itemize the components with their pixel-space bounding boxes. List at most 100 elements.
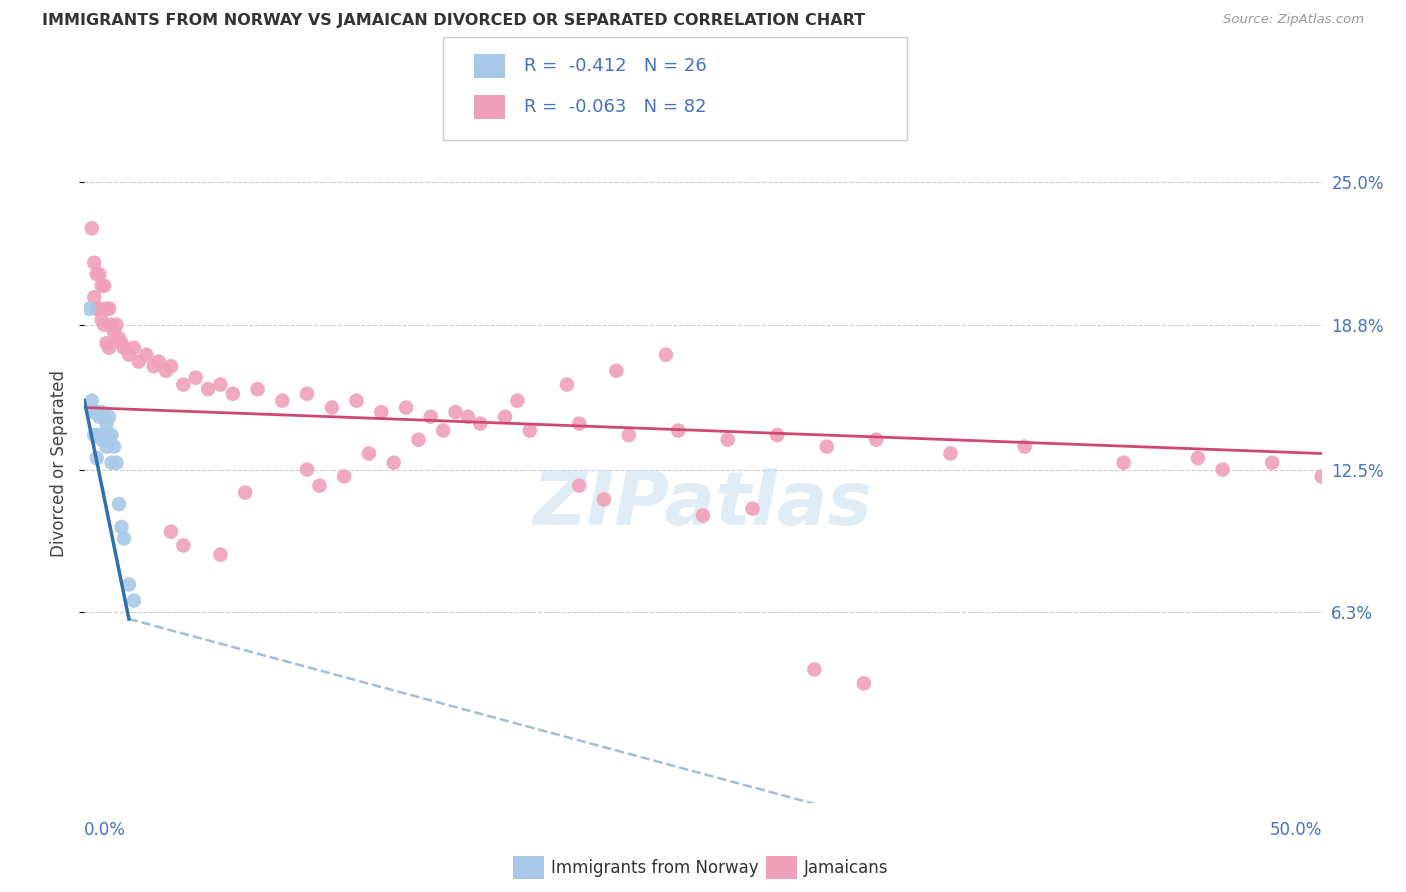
Point [593, 492, 616, 507]
Point [108, 332, 131, 346]
Point [98, 341, 121, 355]
Point [741, 501, 763, 516]
Point [370, 405, 392, 419]
Point [110, 520, 132, 534]
Point [1014, 440, 1036, 454]
Point [128, 354, 150, 368]
Point [135, 348, 157, 362]
Point [506, 393, 529, 408]
Point [444, 405, 467, 419]
Y-axis label: Divorced or Separated: Divorced or Separated [51, 370, 69, 558]
Point [717, 433, 740, 447]
Point [98, 301, 121, 316]
Point [98, 409, 121, 424]
Point [408, 433, 430, 447]
Point [148, 354, 170, 368]
Point [83, 405, 105, 419]
Point [142, 359, 165, 374]
Point [83, 290, 105, 304]
Point [160, 524, 183, 539]
Point [89, 267, 111, 281]
Point [605, 364, 627, 378]
Point [197, 382, 219, 396]
Point [160, 359, 183, 374]
Point [93, 278, 115, 293]
Point [100, 428, 122, 442]
Point [89, 301, 111, 316]
Point [803, 663, 825, 677]
Text: Jamaicans: Jamaicans [804, 859, 889, 877]
Point [110, 336, 132, 351]
Point [321, 401, 343, 415]
Text: IMMIGRANTS FROM NORWAY VS JAMAICAN DIVORCED OR SEPARATED CORRELATION CHART: IMMIGRANTS FROM NORWAY VS JAMAICAN DIVOR… [42, 13, 865, 29]
Point [122, 341, 145, 355]
Point [112, 341, 135, 355]
Point [90, 278, 112, 293]
Point [89, 409, 111, 424]
Text: Immigrants from Norway: Immigrants from Norway [551, 859, 759, 877]
Point [457, 409, 479, 424]
Point [655, 348, 678, 362]
Point [93, 318, 115, 332]
Point [419, 409, 441, 424]
Point [93, 428, 115, 442]
Point [295, 462, 318, 476]
Point [692, 508, 714, 523]
Point [93, 409, 115, 424]
Point [295, 386, 318, 401]
Point [86, 405, 108, 419]
Point [519, 424, 541, 438]
Text: Source: ZipAtlas.com: Source: ZipAtlas.com [1223, 13, 1364, 27]
Point [118, 348, 141, 362]
Point [86, 301, 108, 316]
Point [233, 485, 256, 500]
Point [222, 386, 245, 401]
Point [617, 428, 640, 442]
Point [86, 267, 108, 281]
Point [108, 497, 131, 511]
Point [90, 433, 112, 447]
Point [865, 433, 887, 447]
Point [86, 428, 108, 442]
Point [172, 377, 194, 392]
Point [98, 433, 121, 447]
Point [83, 428, 105, 442]
Point [172, 538, 194, 552]
Point [470, 417, 492, 431]
Point [346, 393, 368, 408]
Point [80, 393, 103, 408]
Text: 0.0%: 0.0% [84, 822, 127, 839]
Point [103, 325, 125, 339]
Point [815, 440, 838, 454]
Point [96, 440, 118, 454]
Point [90, 313, 112, 327]
Point [83, 256, 105, 270]
Point [100, 318, 122, 332]
Point [1261, 456, 1284, 470]
Point [939, 446, 962, 460]
Text: R =  -0.063   N = 82: R = -0.063 N = 82 [524, 98, 707, 116]
Point [357, 446, 380, 460]
Point [79, 301, 101, 316]
Point [103, 440, 125, 454]
Point [333, 469, 356, 483]
Point [666, 424, 689, 438]
Point [155, 364, 177, 378]
Point [184, 370, 207, 384]
Point [100, 456, 122, 470]
Text: ZIPatlas: ZIPatlas [533, 468, 873, 541]
Point [494, 409, 516, 424]
Point [209, 377, 232, 392]
Point [1310, 469, 1333, 483]
Point [852, 676, 875, 690]
Point [96, 301, 118, 316]
Point [122, 593, 145, 607]
Point [395, 401, 418, 415]
Point [568, 417, 591, 431]
Point [89, 428, 111, 442]
Point [105, 318, 128, 332]
Point [555, 377, 578, 392]
Text: R =  -0.412   N = 26: R = -0.412 N = 26 [524, 57, 707, 75]
Point [80, 221, 103, 235]
Point [105, 456, 128, 470]
